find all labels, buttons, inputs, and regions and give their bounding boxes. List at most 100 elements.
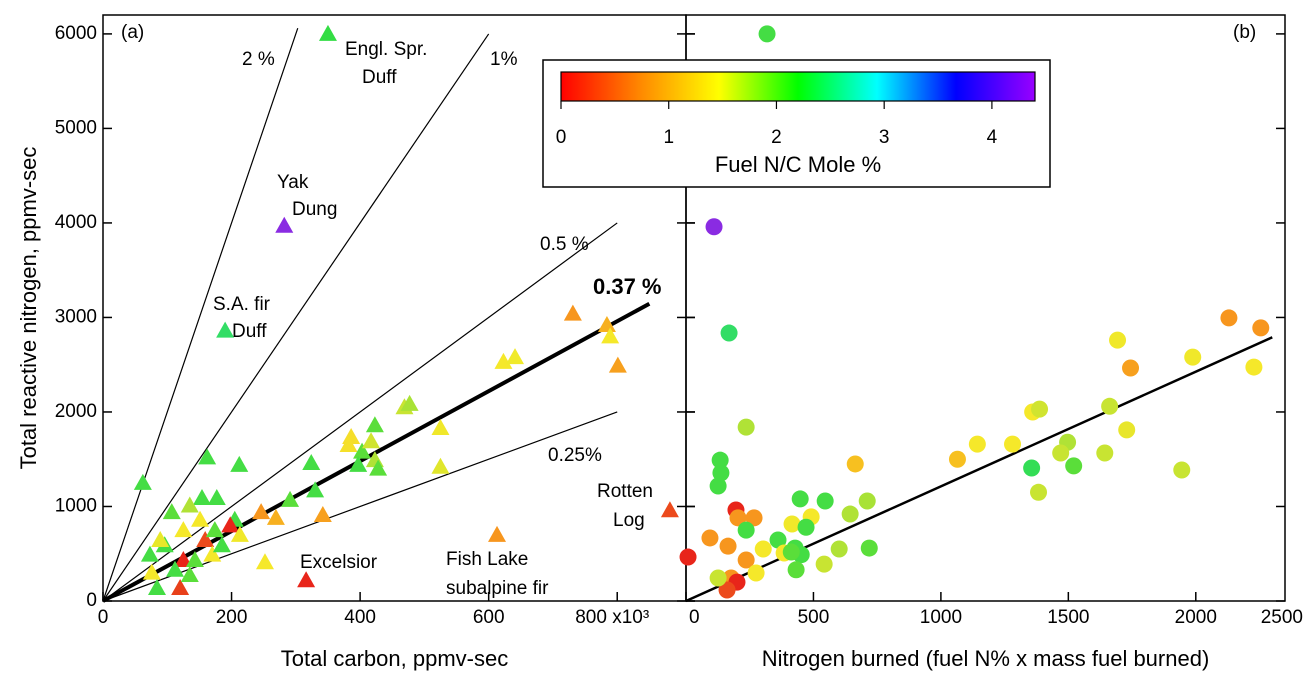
data-point bbox=[563, 304, 582, 321]
data-point bbox=[216, 321, 235, 338]
x-tick-label: 800 x10³ bbox=[575, 607, 649, 628]
data-point bbox=[719, 537, 737, 555]
line-label: 1% bbox=[490, 49, 518, 70]
data-point bbox=[221, 516, 240, 533]
data-point bbox=[313, 505, 332, 522]
data-point bbox=[151, 531, 170, 548]
x-tick-label: 0 bbox=[98, 607, 109, 628]
data-point bbox=[737, 418, 755, 436]
point-annotation: Duff bbox=[362, 67, 397, 88]
data-point bbox=[349, 455, 368, 472]
data-point bbox=[1004, 435, 1022, 453]
data-point bbox=[709, 477, 727, 495]
y-tick-label: 4000 bbox=[55, 212, 97, 233]
data-point bbox=[1118, 421, 1136, 439]
data-point bbox=[185, 550, 204, 567]
y-tick-label: 1000 bbox=[55, 495, 97, 516]
data-point bbox=[601, 327, 620, 344]
colorbar-tick-label: 2 bbox=[771, 127, 782, 148]
line-label: 0.5 % bbox=[540, 234, 589, 255]
data-point bbox=[281, 490, 300, 507]
x-tick-label: 600 bbox=[473, 607, 505, 628]
data-point bbox=[180, 496, 199, 513]
plot-frame bbox=[685, 14, 1286, 602]
colorbar-label: Fuel N/C Mole % bbox=[715, 152, 881, 177]
point-annotation: Rotten bbox=[597, 481, 653, 502]
data-point bbox=[782, 543, 800, 561]
data-point bbox=[275, 216, 294, 233]
point-annotation: Yak bbox=[277, 172, 309, 193]
x-axis-label: Total carbon, ppmv-sec bbox=[281, 646, 508, 671]
data-point bbox=[165, 560, 184, 577]
data-point bbox=[147, 579, 166, 596]
data-point bbox=[133, 473, 152, 490]
data-point bbox=[787, 561, 805, 579]
colorbar-tick-label: 3 bbox=[879, 127, 890, 148]
y-axis-label: Total reactive nitrogen, ppmv-sec bbox=[16, 147, 41, 470]
colorbar bbox=[560, 71, 1036, 102]
data-point bbox=[791, 490, 809, 508]
data-point bbox=[318, 24, 337, 41]
data-point bbox=[712, 464, 730, 482]
colorbar-tick-label: 4 bbox=[987, 127, 998, 148]
line-label: 0.25% bbox=[548, 445, 602, 466]
data-point bbox=[297, 571, 316, 588]
data-point bbox=[948, 450, 966, 468]
point-annotation: Dung bbox=[292, 199, 337, 220]
data-point bbox=[608, 356, 627, 373]
data-point bbox=[846, 455, 864, 473]
x-tick-label: 1500 bbox=[1047, 607, 1089, 628]
data-point bbox=[783, 515, 801, 533]
data-point bbox=[339, 436, 358, 453]
data-point bbox=[174, 550, 193, 567]
data-point bbox=[191, 510, 210, 527]
data-point bbox=[720, 324, 738, 342]
data-point bbox=[815, 555, 833, 573]
line-label: 0.37 % bbox=[593, 274, 662, 299]
point-annotation: S.A. fir bbox=[213, 294, 271, 315]
data-point bbox=[230, 455, 249, 472]
data-point bbox=[745, 509, 763, 527]
y-tick-label: 2000 bbox=[55, 401, 97, 422]
point-annotation: subalpine fir bbox=[446, 578, 549, 599]
data-point bbox=[709, 569, 727, 587]
data-point bbox=[431, 457, 450, 474]
data-point bbox=[729, 509, 747, 527]
data-point bbox=[302, 454, 321, 471]
data-point bbox=[660, 501, 679, 518]
data-point bbox=[769, 531, 787, 549]
data-point bbox=[1030, 483, 1048, 501]
data-point bbox=[365, 451, 384, 468]
x-tick-label: 2000 bbox=[1175, 607, 1217, 628]
data-point bbox=[1245, 358, 1263, 376]
data-point bbox=[255, 553, 274, 570]
data-point bbox=[162, 503, 181, 520]
point-annotation: Engl. Spr. bbox=[345, 39, 427, 60]
data-point bbox=[754, 540, 772, 558]
data-point bbox=[1096, 444, 1114, 462]
data-point bbox=[597, 316, 616, 333]
data-point bbox=[494, 352, 513, 369]
data-point bbox=[140, 545, 159, 562]
data-point bbox=[488, 525, 507, 542]
reference-line bbox=[102, 301, 651, 603]
point-annotation: Fish Lake bbox=[446, 549, 528, 570]
panel-label: (a) bbox=[121, 22, 144, 43]
line-label: 2 % bbox=[242, 49, 275, 70]
data-point bbox=[1109, 331, 1127, 349]
data-point bbox=[230, 525, 249, 542]
x-tick-label: 1000 bbox=[920, 607, 962, 628]
y-tick-label: 0 bbox=[86, 590, 97, 611]
x-tick-label: 400 bbox=[344, 607, 376, 628]
data-point bbox=[506, 348, 525, 365]
data-point bbox=[369, 459, 388, 476]
data-point bbox=[142, 563, 161, 580]
data-point bbox=[758, 25, 776, 43]
panel-label: (b) bbox=[1233, 22, 1256, 43]
data-point bbox=[196, 531, 215, 548]
data-point bbox=[207, 488, 226, 505]
data-point bbox=[192, 488, 211, 505]
data-point bbox=[198, 448, 217, 465]
data-point bbox=[858, 492, 876, 510]
